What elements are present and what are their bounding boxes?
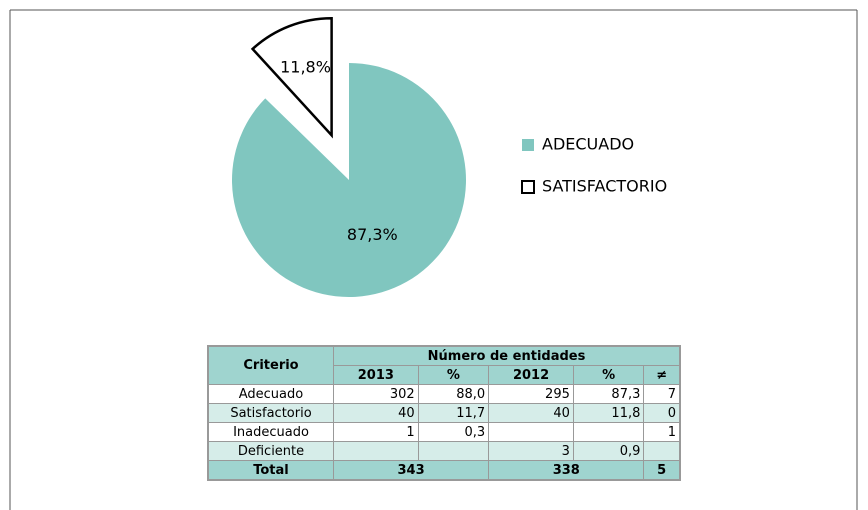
table-cell: 2013 bbox=[333, 365, 419, 385]
table-row: Total 343 338 5 bbox=[207, 460, 681, 481]
table-cell: 343 bbox=[332, 460, 490, 481]
table-cell: 40 bbox=[333, 403, 419, 423]
table-cell bbox=[488, 422, 574, 442]
table-cell: Total bbox=[207, 460, 334, 481]
legend-swatch bbox=[522, 139, 534, 151]
table-row: 2013% 2012% ≠ bbox=[208, 365, 681, 385]
data-label: 11,8% bbox=[280, 58, 331, 77]
table-cell: ≠ bbox=[643, 365, 681, 385]
table-cell: Criterio bbox=[207, 345, 334, 385]
table-cell: 1 bbox=[643, 422, 681, 442]
table-cell: 1 bbox=[333, 422, 419, 442]
table-cell: 302 bbox=[333, 384, 419, 404]
table-cell: % bbox=[572, 365, 645, 385]
table-cell: 11,8 bbox=[572, 403, 645, 423]
legend-label: SATISFACTORIO bbox=[542, 177, 667, 196]
table-cell: 2012 bbox=[488, 365, 574, 385]
table-cell: 88,0 bbox=[417, 384, 490, 404]
table-row: Adecuado 302 88,0 295 87,3 7 bbox=[207, 384, 681, 404]
table-cell: 295 bbox=[488, 384, 574, 404]
table: Criterio Número de entidades 2013% 2012% ≠ Ad… bbox=[207, 345, 681, 481]
table-cell: 11,7 bbox=[417, 403, 490, 423]
table-cell bbox=[643, 441, 681, 461]
table-cell: 87,3 bbox=[572, 384, 645, 404]
table-cell: Satisfactorio bbox=[207, 403, 334, 423]
table-cell bbox=[333, 441, 419, 461]
pie-slice bbox=[250, 17, 333, 139]
table-row: Deficiente 3 0,9 bbox=[207, 441, 681, 461]
table-cell bbox=[572, 422, 645, 442]
data-label: 87,3% bbox=[347, 225, 398, 244]
pie-slice bbox=[232, 63, 467, 298]
table-row: Satisfactorio 40 11,7 40 11,8 0 bbox=[207, 403, 681, 423]
table-cell: 40 bbox=[488, 403, 574, 423]
table-cell: 0,3 bbox=[417, 422, 490, 442]
legend-swatch bbox=[521, 180, 535, 194]
table-cell: 3 bbox=[488, 441, 574, 461]
table-cell: 5 bbox=[643, 460, 681, 481]
table-cell: 0,9 bbox=[572, 441, 645, 461]
table-cell: Adecuado bbox=[207, 384, 334, 404]
table-cell: Deficiente bbox=[207, 441, 334, 461]
table-cell bbox=[417, 441, 490, 461]
table-cell: 338 bbox=[488, 460, 645, 481]
table-cell: % bbox=[417, 365, 490, 385]
table-cell: Número de entidades bbox=[333, 345, 681, 366]
table-cell: 7 bbox=[643, 384, 681, 404]
legend-label: ADECUADO bbox=[542, 135, 634, 154]
table-row: Inadecuado 1 0,3 1 bbox=[207, 422, 681, 442]
table-cell: Inadecuado bbox=[207, 422, 334, 442]
table-cell: 0 bbox=[643, 403, 681, 423]
table-row: Criterio Número de entidades bbox=[207, 345, 681, 385]
